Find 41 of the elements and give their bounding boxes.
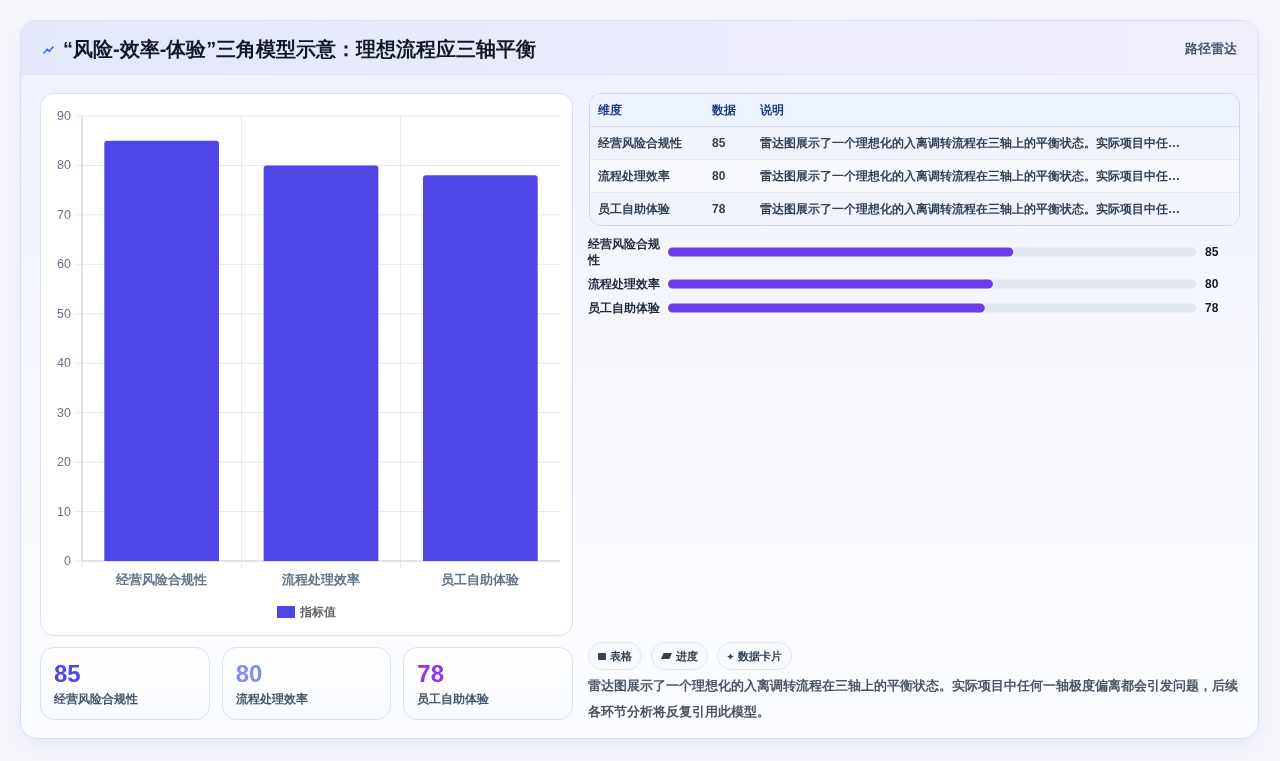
y-tick-label: 0	[64, 554, 72, 568]
text: 数据卡片	[738, 648, 782, 664]
text: 雷达图展示了一个理想化的入离调转流程在三轴上的平衡状态。实际项目中任…	[760, 200, 1181, 218]
data-label: 85	[54, 660, 82, 688]
text: 进度	[676, 648, 698, 664]
text: 雷达图展示了一个理想化的入离调转流程在三轴上的平衡状态。实际项目中任…	[760, 167, 1181, 185]
data-label: 78	[1205, 301, 1219, 315]
y-tick-label: 40	[57, 356, 72, 371]
text: 路径雷达	[1185, 40, 1237, 58]
x-tick-label: 流程处理效率	[281, 571, 360, 587]
y-tick-label: 80	[57, 158, 72, 173]
text: 说明	[760, 101, 785, 119]
data-label: 80	[712, 169, 727, 183]
y-tick-label: 20	[57, 455, 72, 470]
category-label: 员工自助体验	[417, 691, 491, 708]
y-tick-label: 60	[57, 257, 72, 272]
text: 雷达图展示了一个理想化的入离调转流程在三轴上的平衡状态。实际项目中任何一轴极度偏离都会引发问题，后续各环节分析将反复引用此模型。	[588, 677, 1239, 721]
legend-label: 指标值	[299, 605, 336, 619]
y-tick-label: 90	[57, 109, 72, 123]
y-tick-label: 70	[57, 207, 72, 222]
text: 雷达图展示了一个理想化的入离调转流程在三轴上的平衡状态。实际项目中任…	[760, 134, 1181, 152]
text: 表格	[610, 648, 632, 664]
category-label: 经营风险合规性	[598, 134, 683, 152]
y-tick-label: 流程处理效率	[587, 277, 660, 291]
x-tick-label: 员工自助体验	[441, 571, 521, 587]
text: 维度	[598, 101, 623, 119]
y-tick-label: 50	[57, 306, 72, 321]
x-tick-label: 经营风险合规性	[115, 571, 208, 587]
data-label: 78	[712, 202, 727, 216]
y-tick-label: 经营风险合规性	[587, 237, 661, 267]
data-label: 80	[235, 660, 264, 688]
data-label: 78	[417, 660, 445, 688]
text: 数据	[712, 101, 737, 119]
data-label: 80	[1205, 277, 1219, 291]
y-tick-label: 10	[57, 504, 72, 519]
y-tick-label: 30	[57, 405, 72, 420]
data-label: 85	[1205, 245, 1219, 259]
y-tick-label: 员工自助体验	[588, 301, 661, 315]
category-label: 流程处理效率	[235, 691, 309, 708]
text: “风险-效率-体验”三角模型示意：理想流程应三轴平衡	[63, 37, 537, 62]
data-label: 85	[712, 136, 727, 150]
